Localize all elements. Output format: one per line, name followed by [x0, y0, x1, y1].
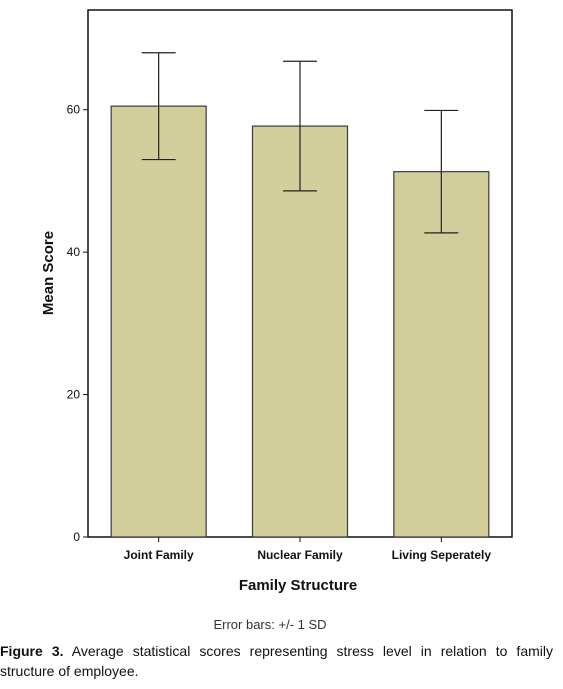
- x-tick-label: Living Seperately: [392, 548, 492, 562]
- x-tick-label: Joint Family: [124, 548, 194, 562]
- error-bars-note: Error bars: +/- 1 SD: [213, 617, 326, 632]
- y-tick-label: 40: [67, 245, 81, 259]
- x-axis-title: Family Structure: [239, 577, 357, 594]
- figure-caption-text: Average statistical scores representing …: [0, 643, 553, 679]
- x-tick-label: Nuclear Family: [257, 548, 343, 562]
- figure-label: Figure 3.: [0, 643, 64, 659]
- x-axis-category-labels: Joint Family Nuclear Family Living Seperat…: [124, 537, 492, 562]
- bar-chart: 0 20 40 60 Joint Family Nuclear Family Living…: [40, 9, 513, 632]
- error-bars: [141, 52, 459, 234]
- bars: [110, 105, 490, 538]
- y-tick-label: 20: [67, 388, 81, 402]
- y-tick-label: 0: [73, 530, 80, 544]
- y-axis-ticks: 0 20 40 60: [67, 103, 88, 544]
- y-tick-label: 60: [67, 103, 81, 117]
- figure-caption: Figure 3. Average statistical scores rep…: [0, 641, 553, 681]
- bar: [110, 105, 207, 538]
- y-axis-title: Mean Score: [40, 231, 57, 315]
